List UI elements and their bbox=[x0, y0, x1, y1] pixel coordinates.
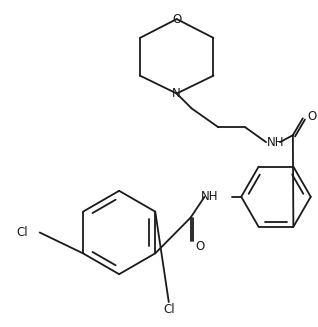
Text: N: N bbox=[172, 87, 181, 100]
Text: Cl: Cl bbox=[163, 303, 175, 317]
Text: NH: NH bbox=[201, 190, 218, 203]
Text: O: O bbox=[308, 110, 317, 123]
Text: NH: NH bbox=[267, 136, 285, 149]
Text: O: O bbox=[172, 12, 181, 26]
Text: Cl: Cl bbox=[16, 226, 28, 239]
Text: O: O bbox=[196, 240, 205, 253]
